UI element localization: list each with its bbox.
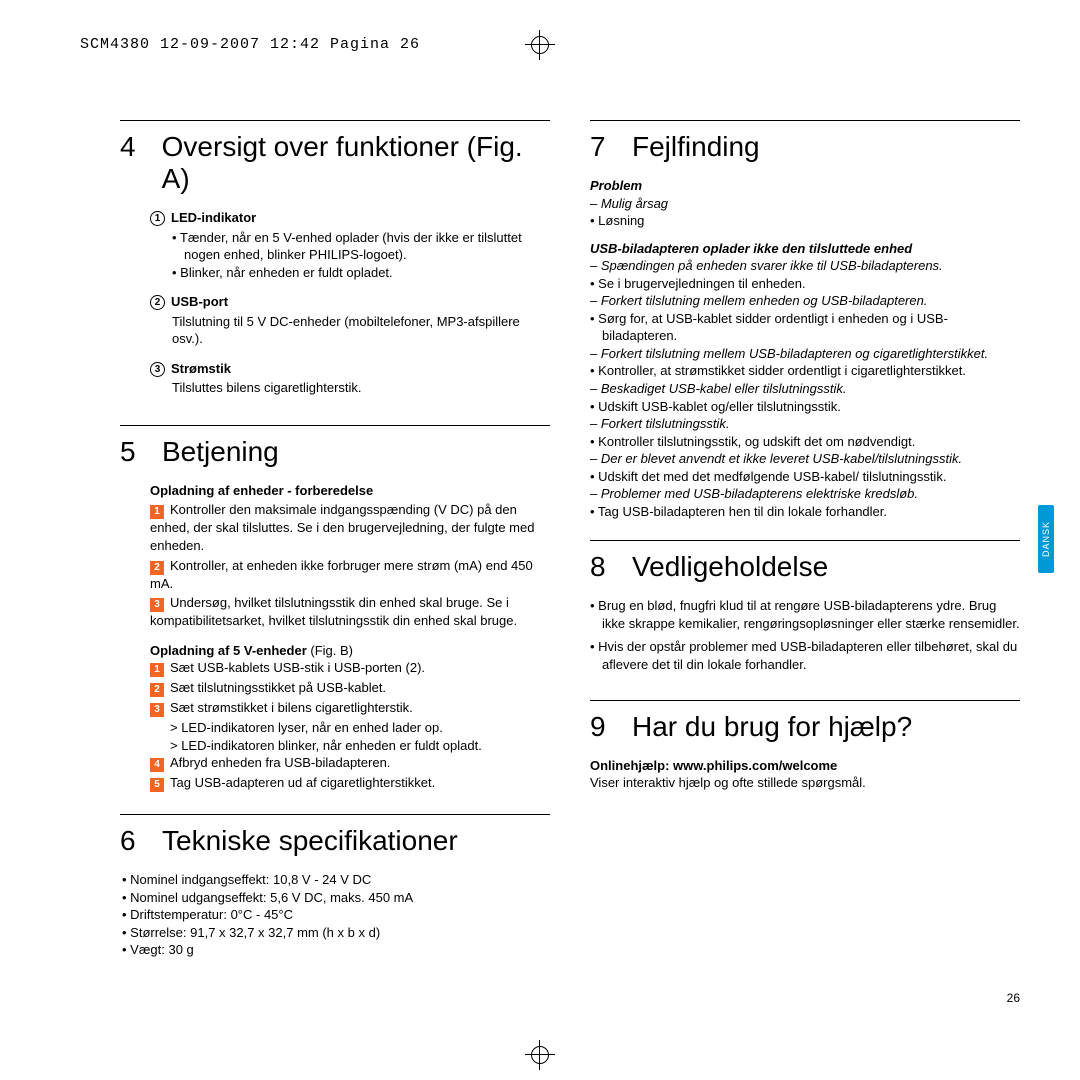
s5-b2-step: 5Tag USB-adapteren ud af cigaretlighters…: [150, 774, 550, 792]
s4-item-line: Tilslutning til 5 V DC-enheder (mobiltel…: [172, 313, 550, 348]
section-7-title: 7 Fejlfinding: [590, 120, 1020, 163]
page-body: 4 Oversigt over funktioner (Fig. A) 1LED…: [120, 120, 1020, 1020]
square-num-icon: 2: [150, 683, 164, 697]
s6-spec-item: • Driftstemperatur: 0°C - 45°C: [134, 906, 550, 924]
s9-online-head: Onlinehjælp: www.philips.com/welcome: [590, 757, 1020, 775]
section-8-title: 8 Vedligeholdelse: [590, 540, 1020, 583]
section-7-text: Fejlfinding: [632, 131, 760, 163]
section-7-num: 7: [590, 131, 610, 163]
s5-block2-head-bold: Opladning af 5 V-enheder: [150, 643, 307, 658]
s7-cause: – Beskadiget USB-kabel eller tilslutning…: [602, 380, 1020, 398]
s5-block1-head: Opladning af enheder - forberedelse: [150, 482, 550, 500]
circle-num-icon: 1: [150, 211, 165, 226]
s7-solution: • Kontroller tilslutningsstik, og udskif…: [602, 433, 1020, 451]
s5-b1-step: 1Kontroller den maksimale indgangsspændi…: [150, 501, 550, 554]
section-5-text: Betjening: [162, 436, 279, 468]
s5-b1-step: 3Undersøg, hvilket tilslutningsstik din …: [150, 594, 550, 630]
section-9-title: 9 Har du brug for hjælp?: [590, 700, 1020, 743]
section-4-title: 4 Oversigt over funktioner (Fig. A): [120, 120, 550, 195]
s9-online-text: Viser interaktiv hjælp og ofte stillede …: [590, 774, 1020, 792]
s7-solution: • Se i brugervejledningen til enheden.: [602, 275, 1020, 293]
s8-item: • Hvis der opstår problemer med USB-bila…: [602, 638, 1020, 673]
s7-case-head: USB-biladapteren oplader ikke den tilslu…: [590, 240, 1020, 258]
left-column: 4 Oversigt over funktioner (Fig. A) 1LED…: [120, 120, 550, 1020]
s8-item: • Brug en blød, fnugfri klud til at reng…: [602, 597, 1020, 632]
s5-b1-step: 2Kontroller, at enheden ikke forbruger m…: [150, 557, 550, 593]
circle-num-icon: 3: [150, 362, 165, 377]
section-6-num: 6: [120, 825, 140, 857]
circle-num-icon: 2: [150, 295, 165, 310]
s7-problem-head: Problem: [590, 177, 1020, 195]
s5-block2-head-rest: (Fig. B): [307, 643, 353, 658]
section-8-text: Vedligeholdelse: [632, 551, 828, 583]
s7-cause: – Spændingen på enheden svarer ikke til …: [602, 257, 1020, 275]
s4-item-line: Tilsluttes bilens cigaretlighterstik.: [172, 379, 550, 397]
square-num-icon: 3: [150, 703, 164, 717]
s5-b2-step: 3Sæt strømstikket i bilens cigaretlighte…: [150, 699, 550, 717]
section-4-text: Oversigt over funktioner (Fig. A): [162, 131, 550, 195]
section-6-text: Tekniske specifikationer: [162, 825, 458, 857]
section-9-num: 9: [590, 711, 610, 743]
square-num-icon: 3: [150, 598, 164, 612]
s7-solution: • Udskift det med det medfølgende USB-ka…: [602, 468, 1020, 486]
s6-spec-item: • Nominel indgangseffekt: 10,8 V - 24 V …: [134, 871, 550, 889]
section-6-title: 6 Tekniske specifikationer: [120, 814, 550, 857]
section-5-num: 5: [120, 436, 140, 468]
section-9-text: Har du brug for hjælp?: [632, 711, 912, 743]
section-5-title: 5 Betjening: [120, 425, 550, 468]
s6-spec-item: • Størrelse: 91,7 x 32,7 x 32,7 mm (h x …: [134, 924, 550, 942]
s7-cause: – Forkert tilslutning mellem enheden og …: [602, 292, 1020, 310]
s4-item-head: 3Strømstik: [150, 360, 550, 378]
s5-b2-step: 4Afbryd enheden fra USB-biladapteren.: [150, 754, 550, 772]
s7-cause: – Forkert tilslutningsstik.: [602, 415, 1020, 433]
s6-spec-item: • Nominel udgangseffekt: 5,6 V DC, maks.…: [134, 889, 550, 907]
s7-solution: • Tag USB-biladapteren hen til din lokal…: [602, 503, 1020, 521]
s5-block2-head: Opladning af 5 V-enheder (Fig. B): [150, 642, 550, 660]
s5-b2-step: 2Sæt tilslutningsstikket på USB-kablet.: [150, 679, 550, 697]
right-column: 7 Fejlfinding Problem – Mulig årsag • Lø…: [590, 120, 1020, 1020]
s4-item-head: 2USB-port: [150, 293, 550, 311]
s7-cause-label: – Mulig årsag: [590, 195, 1020, 213]
s7-cause: – Der er blevet anvendt et ikke leveret …: [602, 450, 1020, 468]
language-tab: DANSK: [1038, 505, 1054, 573]
s5-b2-step: 1Sæt USB-kablets USB-stik i USB-porten (…: [150, 659, 550, 677]
running-header: SCM4380 12-09-2007 12:42 Pagina 26: [80, 36, 420, 53]
s7-solution-label: • Løsning: [590, 212, 1020, 230]
s7-solution: • Kontroller, at strømstikket sidder ord…: [602, 362, 1020, 380]
s7-cause: – Problemer med USB-biladapterens elektr…: [602, 485, 1020, 503]
square-num-icon: 4: [150, 758, 164, 772]
crop-circle-bottom: [531, 1046, 549, 1064]
s4-item-line: • Tænder, når en 5 V-enhed oplader (hvis…: [184, 229, 550, 264]
s7-solution: • Sørg for, at USB-kablet sidder ordentl…: [602, 310, 1020, 345]
s5-b2-substep: > LED-indikatoren blinker, når enheden e…: [170, 737, 550, 755]
section-4-num: 4: [120, 131, 140, 195]
s6-spec-item: • Vægt: 30 g: [134, 941, 550, 959]
section-8-num: 8: [590, 551, 610, 583]
square-num-icon: 1: [150, 663, 164, 677]
s4-item-line: • Blinker, når enheden er fuldt opladet.: [184, 264, 550, 282]
square-num-icon: 5: [150, 778, 164, 792]
s7-solution: • Udskift USB-kablet og/eller tilslutnin…: [602, 398, 1020, 416]
crop-circle-top: [531, 36, 549, 54]
s7-cause: – Forkert tilslutning mellem USB-biladap…: [602, 345, 1020, 363]
square-num-icon: 1: [150, 505, 164, 519]
square-num-icon: 2: [150, 561, 164, 575]
s5-b2-substep: > LED-indikatoren lyser, når en enhed la…: [170, 719, 550, 737]
s4-item-head: 1LED-indikator: [150, 209, 550, 227]
